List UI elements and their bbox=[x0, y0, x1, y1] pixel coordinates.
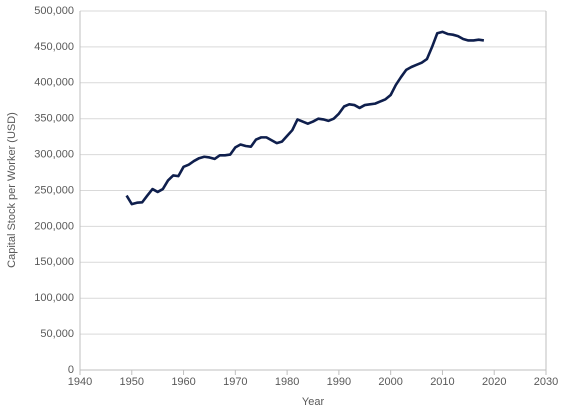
y-tick-label: 200,000 bbox=[34, 220, 74, 232]
x-tick-label: 2010 bbox=[430, 376, 454, 388]
y-tick-label: 100,000 bbox=[34, 292, 74, 304]
x-axis-label: Year bbox=[302, 396, 325, 408]
y-tick-label: 350,000 bbox=[34, 113, 74, 125]
y-tick-label: 250,000 bbox=[34, 184, 74, 196]
x-tick-label: 1970 bbox=[223, 376, 247, 388]
y-tick-label: 0 bbox=[68, 364, 74, 376]
x-tick-label: 1960 bbox=[171, 376, 195, 388]
y-tick-label: 300,000 bbox=[34, 149, 74, 161]
data-line bbox=[125, 30, 485, 206]
y-tick-label: 150,000 bbox=[34, 256, 74, 268]
y-axis-label: Capital Stock per Worker (USD) bbox=[6, 112, 18, 268]
y-tick-label: 500,000 bbox=[34, 5, 74, 17]
x-tick-label: 1990 bbox=[327, 376, 351, 388]
y-tick-label: 450,000 bbox=[34, 41, 74, 53]
y-tick-label: 50,000 bbox=[40, 328, 74, 340]
x-tick-label: 1980 bbox=[275, 376, 299, 388]
y-tick-label: 400,000 bbox=[34, 77, 74, 89]
x-tick-label: 1940 bbox=[68, 376, 92, 388]
x-tick-label: 2030 bbox=[534, 376, 558, 388]
x-tick-label: 1950 bbox=[120, 376, 144, 388]
x-tick-label: 2000 bbox=[378, 376, 402, 388]
x-tick-label: 2020 bbox=[482, 376, 506, 388]
